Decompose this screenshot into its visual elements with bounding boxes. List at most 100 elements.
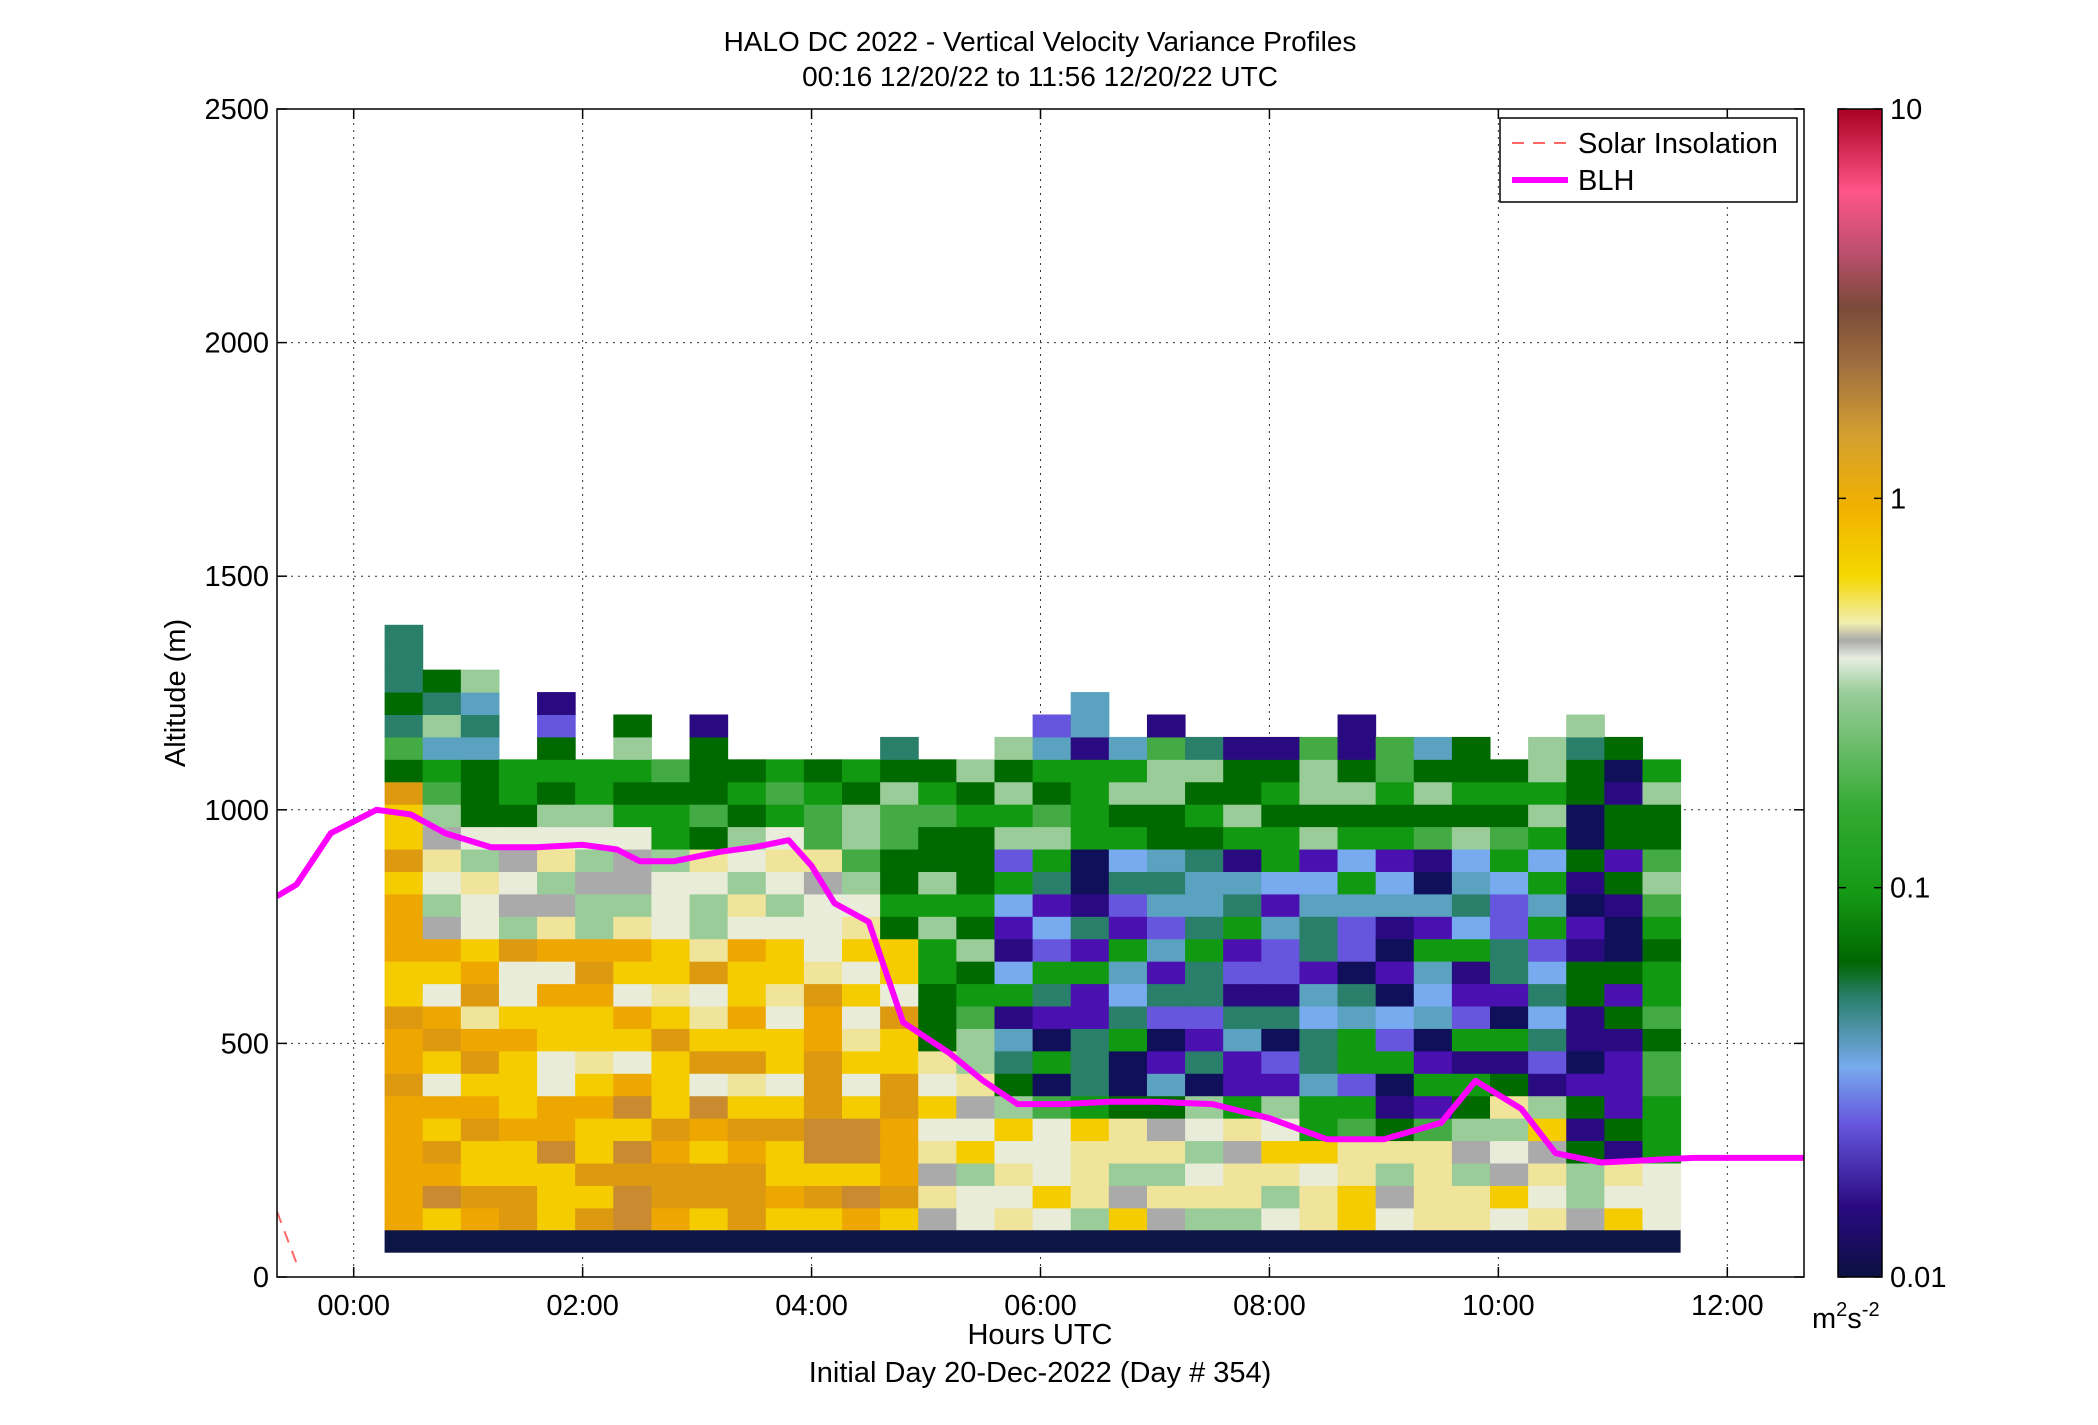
- heatmap-cell: [1070, 1140, 1110, 1164]
- heatmap-cell: [1032, 1050, 1072, 1074]
- heatmap-cell: [613, 1073, 652, 1097]
- heatmap-cell: [1070, 1006, 1110, 1029]
- heatmap-cell: [1490, 961, 1529, 985]
- heatmap-cell: [1299, 804, 1339, 828]
- heatmap-cell: [460, 871, 500, 895]
- heatmap-bottom-band: [384, 1230, 1681, 1253]
- heatmap-cell: [1032, 1028, 1072, 1052]
- heatmap-cell: [765, 781, 805, 805]
- heatmap-cell: [1146, 781, 1186, 805]
- heatmap-cell: [689, 983, 729, 1007]
- heatmap-cell: [1337, 1185, 1377, 1209]
- colorbar-tick-label: 0.1: [1890, 873, 1930, 905]
- heatmap-cell: [1108, 736, 1148, 760]
- heatmap-cell: [537, 849, 576, 872]
- colorbar-gradient: [1837, 108, 1883, 1278]
- heatmap-cell: [765, 961, 805, 985]
- heatmap-cell: [575, 1073, 614, 1097]
- heatmap-cell: [575, 781, 614, 805]
- heatmap-cell: [1451, 1118, 1491, 1142]
- heatmap-cell: [1413, 736, 1453, 760]
- heatmap-cell: [651, 1073, 691, 1097]
- heatmap-cell: [1604, 759, 1643, 783]
- heatmap-cell: [842, 1073, 881, 1097]
- heatmap-cell: [1032, 893, 1072, 917]
- heatmap-cell: [1490, 1140, 1529, 1164]
- heatmap-cell: [727, 1118, 767, 1142]
- heatmap-cell: [1642, 916, 1682, 940]
- heatmap-cell: [1413, 871, 1453, 895]
- heatmap-cell: [1108, 826, 1148, 850]
- y-tick-label: 1500: [204, 561, 269, 593]
- heatmap-cell: [1566, 961, 1605, 985]
- heatmap-cell: [1032, 714, 1072, 738]
- heatmap-cell: [956, 1163, 995, 1186]
- heatmap-cell: [1451, 893, 1491, 917]
- heatmap-cell: [956, 759, 995, 783]
- heatmap-cell: [1108, 916, 1148, 940]
- heatmap-cell: [384, 1028, 424, 1052]
- heatmap-cell: [384, 1207, 424, 1231]
- heatmap-cell: [994, 961, 1034, 985]
- heatmap-cell: [765, 849, 805, 872]
- heatmap-cell: [1375, 983, 1415, 1007]
- heatmap-cell: [537, 1118, 576, 1142]
- heatmap-cell: [1146, 1073, 1186, 1097]
- heatmap-cell: [1108, 1118, 1148, 1142]
- heatmap-cell: [613, 893, 652, 917]
- heatmap-cell: [956, 893, 995, 917]
- heatmap-cell: [1566, 938, 1605, 962]
- heatmap-cell: [842, 804, 881, 828]
- heatmap-cell: [880, 1163, 919, 1186]
- heatmap-cell: [460, 1185, 500, 1209]
- heatmap-cell: [1032, 849, 1072, 872]
- heatmap-cell: [575, 1207, 614, 1231]
- heatmap-cell: [1146, 1185, 1186, 1209]
- heatmap-cell: [1413, 1207, 1453, 1231]
- heatmap-cell: [842, 1185, 881, 1209]
- heatmap-cell: [498, 1140, 538, 1164]
- heatmap-cell: [537, 1095, 576, 1119]
- heatmap-cell: [1337, 938, 1377, 962]
- heatmap-cell: [1337, 983, 1377, 1007]
- heatmap-cell: [689, 781, 729, 805]
- heatmap-cell: [1108, 1050, 1148, 1074]
- heatmap: [384, 624, 1682, 1253]
- heatmap-cell: [1604, 1207, 1643, 1231]
- heatmap-cell: [1604, 1073, 1643, 1097]
- heatmap-cell: [1604, 1006, 1643, 1029]
- colorbar-ticks: 10 1 0.1 0.01: [1838, 94, 1946, 1294]
- heatmap-cell: [1185, 849, 1224, 872]
- heatmap-cell: [422, 1050, 462, 1074]
- heatmap-cell: [1451, 826, 1491, 850]
- heatmap-cell: [1299, 826, 1339, 850]
- heatmap-cell: [803, 938, 843, 962]
- heatmap-cell: [1375, 1028, 1415, 1052]
- heatmap-cell: [613, 938, 652, 962]
- heatmap-cell: [1185, 961, 1224, 985]
- heatmap-cell: [1261, 938, 1300, 962]
- heatmap-cell: [537, 1207, 576, 1231]
- heatmap-cell: [460, 714, 500, 738]
- heatmap-cell: [994, 983, 1034, 1007]
- heatmap-cell: [1642, 781, 1682, 805]
- heatmap-cell: [1604, 1163, 1643, 1186]
- heatmap-cell: [1375, 1140, 1415, 1164]
- heatmap-cell: [803, 916, 843, 940]
- heatmap-cell: [842, 1050, 881, 1074]
- heatmap-cell: [918, 1050, 957, 1074]
- heatmap-cell: [765, 1050, 805, 1074]
- heatmap-cell: [1528, 826, 1567, 850]
- heatmap-cell: [1604, 804, 1643, 828]
- heatmap-cell: [1642, 871, 1682, 895]
- heatmap-cell: [689, 714, 729, 738]
- heatmap-cell: [1070, 1073, 1110, 1097]
- heatmap-cell: [1185, 1140, 1224, 1164]
- heatmap-cell: [1566, 849, 1605, 872]
- heatmap-cell: [422, 916, 462, 940]
- heatmap-cell: [880, 1028, 919, 1052]
- heatmap-cell: [1108, 781, 1148, 805]
- heatmap-cell: [1032, 1185, 1072, 1209]
- heatmap-cell: [1070, 781, 1110, 805]
- heatmap-cell: [575, 983, 614, 1007]
